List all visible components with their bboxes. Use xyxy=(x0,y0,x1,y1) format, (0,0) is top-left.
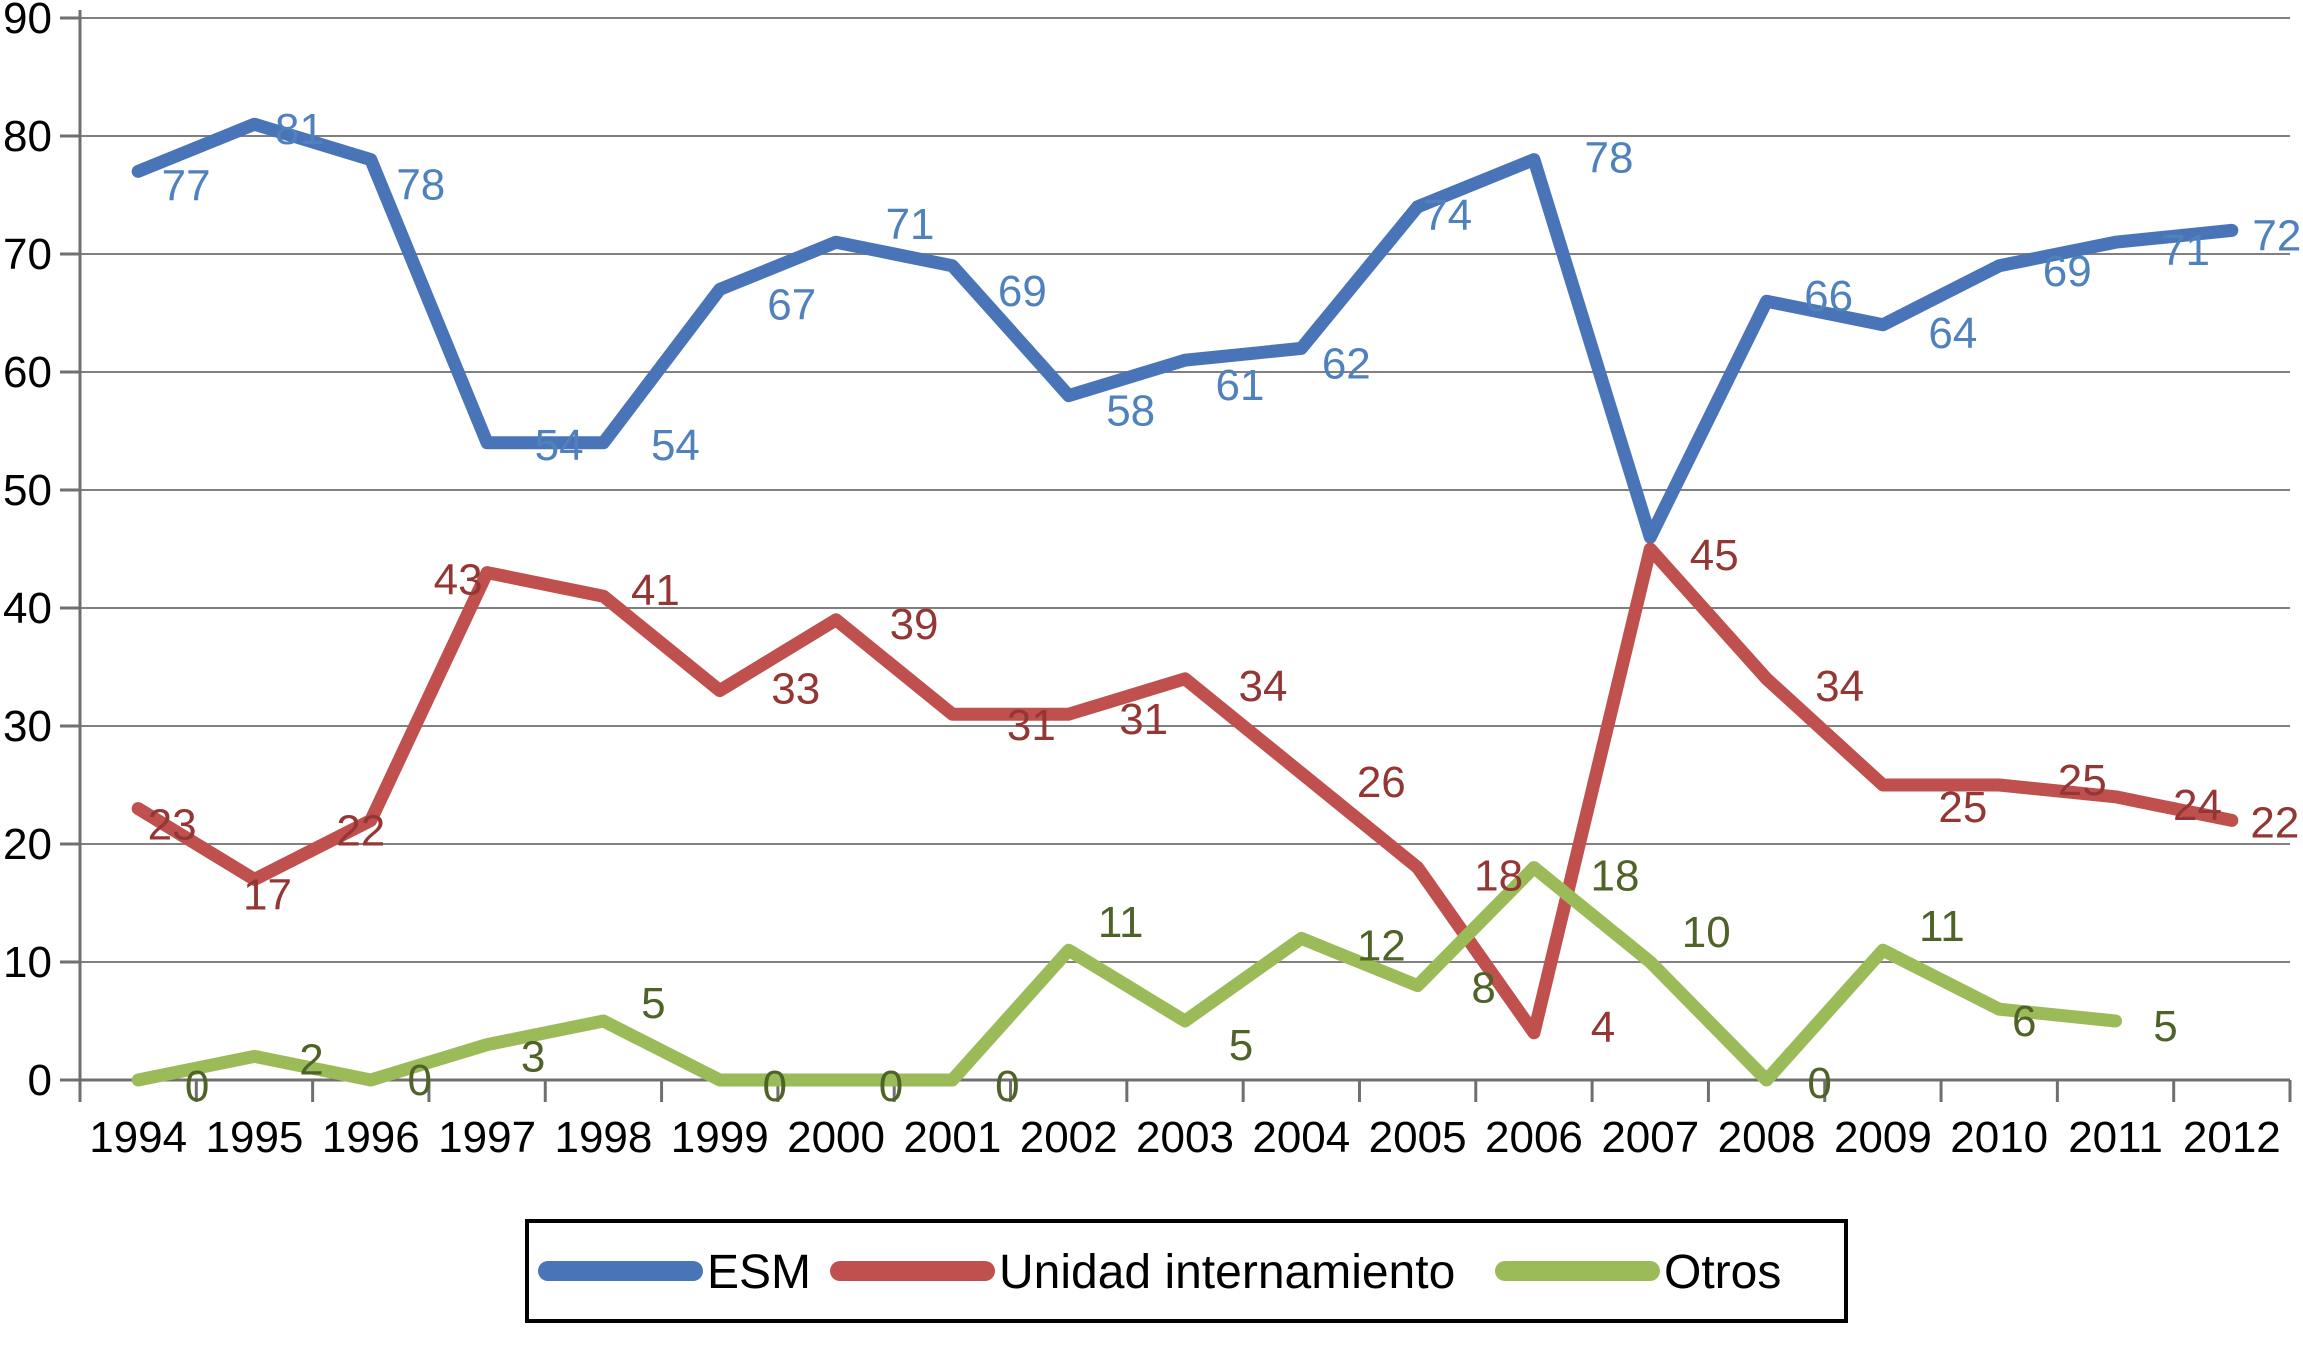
data-label-esm-2010: 69 xyxy=(2043,247,2092,296)
data-label-otros-1996: 0 xyxy=(408,1056,432,1105)
series-line-esm xyxy=(131,117,2239,544)
data-label-otros-2006: 18 xyxy=(1590,852,1639,901)
data-label-esm-2011: 71 xyxy=(2161,226,2210,275)
data-label-esm-1998: 54 xyxy=(651,421,700,470)
x-tick-label-1994: 1994 xyxy=(89,1113,187,1162)
data-label-unidad-internamiento-2009: 25 xyxy=(1938,783,1987,832)
data-label-unidad-internamiento-1997: 43 xyxy=(434,556,483,605)
data-label-unidad-internamiento-2000: 39 xyxy=(890,600,939,649)
y-tick-label-30: 30 xyxy=(3,702,52,751)
data-label-esm-2009: 64 xyxy=(1928,309,1977,358)
x-tick-label-2010: 2010 xyxy=(1950,1113,2048,1162)
data-label-otros-1999: 0 xyxy=(762,1062,786,1111)
data-label-esm-2006: 78 xyxy=(1584,134,1633,183)
data-label-unidad-internamiento-2008: 34 xyxy=(1815,662,1864,711)
legend-label-esm: ESM xyxy=(707,1246,811,1299)
x-tick-label-1998: 1998 xyxy=(554,1113,652,1162)
x-tick-label-2000: 2000 xyxy=(787,1113,885,1162)
data-label-esm-1995: 81 xyxy=(275,105,324,154)
data-label-otros-2003: 5 xyxy=(1229,1021,1253,1070)
data-label-unidad-internamiento-2005: 18 xyxy=(1474,852,1523,901)
data-label-esm-1996: 78 xyxy=(396,161,445,210)
x-tick-label-2008: 2008 xyxy=(1718,1113,1816,1162)
data-label-unidad-internamiento-2010: 25 xyxy=(2058,756,2107,805)
x-tick-label-1999: 1999 xyxy=(671,1113,769,1162)
data-label-esm-2008: 66 xyxy=(1804,272,1853,321)
data-label-unidad-internamiento-1995: 17 xyxy=(243,870,292,919)
data-label-unidad-internamiento-1998: 41 xyxy=(631,566,680,615)
data-label-esm-2002: 58 xyxy=(1106,387,1155,436)
data-label-unidad-internamiento-2002: 31 xyxy=(1119,695,1168,744)
x-tick-label-2011: 2011 xyxy=(2068,1113,2163,1162)
data-label-otros-2002: 11 xyxy=(1098,898,1144,947)
x-tick-label-2009: 2009 xyxy=(1834,1113,1932,1162)
x-tick-label-2001: 2001 xyxy=(903,1113,1001,1162)
data-label-esm-2004: 62 xyxy=(1322,339,1371,388)
data-label-otros-2011: 5 xyxy=(2153,1002,2177,1051)
data-label-otros-1994: 0 xyxy=(185,1062,209,1111)
data-label-unidad-internamiento-1999: 33 xyxy=(771,665,820,714)
data-label-unidad-internamiento-2007: 45 xyxy=(1690,531,1739,580)
data-label-unidad-internamiento-1994: 23 xyxy=(148,801,197,850)
y-tick-label-40: 40 xyxy=(3,584,52,633)
legend-label-unidad-internamiento: Unidad internamiento xyxy=(999,1246,1455,1299)
data-label-esm-2012: 72 xyxy=(2252,211,2301,260)
data-label-unidad-internamiento-1996: 22 xyxy=(336,806,385,855)
x-tick-label-2005: 2005 xyxy=(1369,1113,1467,1162)
data-label-esm-2003: 61 xyxy=(1216,361,1265,410)
y-tick-label-10: 10 xyxy=(3,938,52,987)
x-tick-label-1996: 1996 xyxy=(322,1113,420,1162)
x-tick-label-2006: 2006 xyxy=(1485,1113,1583,1162)
y-tick-label-70: 70 xyxy=(3,230,52,279)
data-label-esm-1999: 67 xyxy=(767,280,816,329)
x-tick-label-2002: 2002 xyxy=(1020,1113,1118,1162)
data-label-otros-1998: 5 xyxy=(641,979,665,1028)
data-label-unidad-internamiento-2012: 22 xyxy=(2250,798,2299,847)
data-label-otros-2007: 10 xyxy=(1682,908,1731,957)
data-label-otros-2001: 0 xyxy=(995,1062,1019,1111)
y-tick-label-60: 60 xyxy=(3,348,52,397)
data-label-otros-1997: 3 xyxy=(521,1033,545,1082)
data-label-otros-2004: 12 xyxy=(1357,921,1406,970)
data-label-otros-1995: 2 xyxy=(299,1035,323,1084)
x-tick-label-2007: 2007 xyxy=(1601,1113,1699,1162)
data-label-unidad-internamiento-2006: 4 xyxy=(1591,1003,1615,1052)
data-label-unidad-internamiento-2003: 34 xyxy=(1239,662,1288,711)
data-label-esm-1997: 54 xyxy=(535,421,584,470)
data-label-esm-2000: 71 xyxy=(886,200,935,249)
y-tick-label-90: 90 xyxy=(3,0,52,43)
data-label-esm-1994: 77 xyxy=(162,161,211,210)
series-line-otros xyxy=(131,861,2123,1087)
x-tick-label-1997: 1997 xyxy=(438,1113,536,1162)
data-label-unidad-internamiento-2011: 24 xyxy=(2173,781,2222,830)
x-tick-label-1995: 1995 xyxy=(206,1113,304,1162)
y-tick-label-80: 80 xyxy=(3,112,52,161)
legend-label-otros: Otros xyxy=(1664,1246,1781,1299)
data-label-otros-2008: 0 xyxy=(1807,1059,1831,1108)
data-label-otros-2000: 0 xyxy=(879,1062,903,1111)
data-label-otros-2005: 8 xyxy=(1471,964,1495,1013)
x-tick-label-2012: 2012 xyxy=(2183,1113,2281,1162)
data-label-otros-2009: 11 xyxy=(1919,902,1965,951)
y-tick-label-50: 50 xyxy=(3,466,52,515)
x-tick-label-2003: 2003 xyxy=(1136,1113,1234,1162)
series-line-unidad-internamiento xyxy=(131,542,2239,1040)
data-label-unidad-internamiento-2004: 26 xyxy=(1357,758,1406,807)
data-label-unidad-internamiento-2001: 31 xyxy=(1007,701,1056,750)
y-tick-label-20: 20 xyxy=(3,820,52,869)
data-label-esm-2001: 69 xyxy=(998,267,1047,316)
data-label-otros-2010: 6 xyxy=(2012,997,2036,1046)
x-tick-label-2004: 2004 xyxy=(1252,1113,1350,1162)
data-label-esm-2005: 74 xyxy=(1423,191,1472,240)
y-tick-label-0: 0 xyxy=(28,1056,52,1105)
